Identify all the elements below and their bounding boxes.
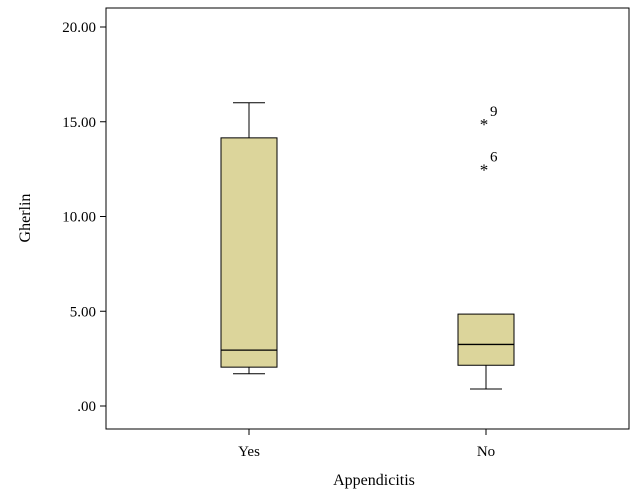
outlier-label: 9 bbox=[490, 104, 498, 120]
x-axis: Yes No bbox=[238, 429, 495, 460]
y-tick-label: 10.00 bbox=[62, 210, 96, 226]
plot-frame bbox=[105, 7, 630, 430]
outlier-label: 6 bbox=[490, 149, 498, 165]
box-group: *9*6 bbox=[220, 102, 515, 390]
y-tick-label: .00 bbox=[77, 399, 96, 415]
y-axis-title: Gherlin bbox=[17, 194, 34, 243]
y-tick-label: 5.00 bbox=[70, 304, 96, 320]
y-tick-label: 20.00 bbox=[62, 20, 96, 36]
y-axis: .00 5.00 10.00 15.00 20.00 bbox=[62, 20, 106, 415]
x-tick-label: No bbox=[477, 444, 495, 460]
box-no bbox=[457, 313, 515, 366]
outlier-marker: * bbox=[480, 160, 489, 179]
x-tick-label: Yes bbox=[238, 444, 260, 460]
x-axis-title: Appendicitis bbox=[333, 472, 415, 489]
outlier-marker: * bbox=[480, 115, 489, 134]
y-tick-label: 15.00 bbox=[62, 115, 96, 131]
box-yes bbox=[220, 137, 278, 368]
